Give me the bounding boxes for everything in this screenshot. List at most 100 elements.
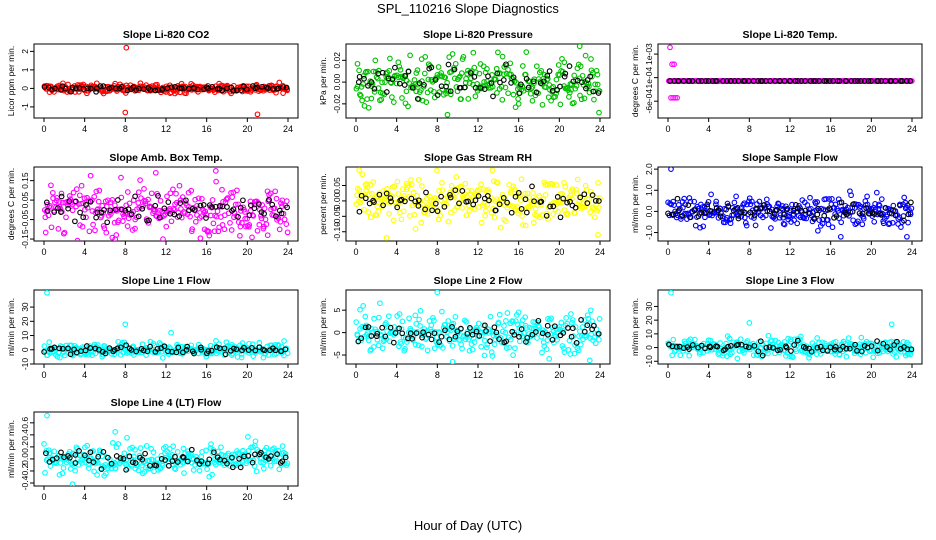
reference-point: [104, 219, 111, 226]
y-tick-label: 1.0: [644, 184, 654, 196]
data-point: [442, 74, 449, 81]
data-point: [228, 227, 235, 233]
reference-point: [843, 78, 850, 84]
reference-point: [229, 454, 235, 461]
reference-point: [221, 345, 228, 352]
reference-point: [173, 349, 180, 356]
data-point: [482, 212, 488, 219]
series-points: [665, 44, 915, 101]
data-point: [571, 350, 578, 357]
reference-point: [55, 205, 61, 211]
data-point: [357, 91, 363, 98]
y-tick-label: 1: [20, 67, 30, 72]
data-point: [553, 76, 560, 83]
reference-point: [58, 193, 65, 200]
data-point: [121, 450, 128, 457]
data-point: [512, 345, 518, 352]
data-point: [111, 219, 118, 226]
data-point: [358, 337, 365, 344]
reference-point: [213, 344, 220, 351]
reference-point: [122, 207, 129, 214]
reference-point: [743, 343, 749, 350]
data-point: [411, 77, 418, 83]
reference-point: [741, 209, 748, 216]
data-point: [422, 54, 429, 60]
data-point: [214, 208, 221, 215]
reference-point: [209, 204, 215, 210]
y-tick-label: 1e-04: [644, 66, 654, 88]
x-tick-label: 16: [202, 370, 212, 380]
data-point: [522, 314, 529, 321]
reference-point: [93, 214, 99, 221]
data-point: [481, 337, 488, 344]
data-point: [267, 190, 274, 197]
reference-point: [284, 204, 290, 211]
data-point: [180, 445, 187, 452]
data-point: [790, 354, 796, 360]
data-point: [390, 217, 397, 224]
reference-point: [438, 83, 445, 90]
reference-point: [113, 85, 119, 92]
reference-point: [251, 205, 258, 212]
data-point: [524, 190, 531, 197]
data-point: [439, 187, 446, 193]
data-point: [523, 49, 530, 55]
data-point: [362, 313, 369, 320]
data-point: [461, 317, 468, 324]
reference-point: [490, 93, 496, 100]
data-point: [538, 201, 544, 208]
reference-point: [208, 347, 215, 354]
reference-point: [405, 68, 412, 75]
data-point: [594, 81, 601, 88]
outlier-point: [837, 233, 844, 240]
outlier-point: [212, 168, 219, 174]
reference-point: [798, 78, 805, 84]
data-point: [908, 205, 915, 212]
reference-point: [698, 342, 705, 349]
series-points: [41, 168, 291, 241]
reference-point: [584, 77, 591, 83]
data-point: [791, 336, 798, 343]
data-point: [430, 201, 437, 208]
reference-point: [177, 200, 184, 206]
y-tick-label: -1.0: [644, 225, 654, 240]
data-point: [160, 236, 166, 241]
reference-point: [821, 78, 828, 84]
x-tick-label: 24: [907, 370, 917, 380]
data-point: [81, 195, 88, 202]
x-tick-label: 16: [514, 124, 524, 134]
reference-point: [826, 205, 833, 212]
data-point: [503, 345, 510, 351]
reference-point: [821, 212, 828, 219]
reference-point: [530, 78, 537, 85]
data-point: [83, 214, 89, 221]
data-point: [818, 205, 824, 212]
reference-point: [197, 344, 204, 351]
data-point: [45, 447, 52, 454]
data-point: [195, 195, 202, 202]
data-point: [731, 199, 738, 206]
reference-point: [240, 83, 247, 90]
data-point: [258, 459, 264, 466]
reference-point: [380, 202, 386, 209]
data-point: [527, 90, 534, 97]
data-point: [697, 349, 703, 356]
y-axis-label: ml/min per min.: [6, 298, 16, 356]
data-point: [871, 218, 878, 225]
data-point: [857, 203, 864, 210]
x-tick-label: 8: [123, 124, 128, 134]
data-point: [791, 217, 797, 224]
data-point: [232, 201, 239, 208]
reference-point: [408, 195, 415, 202]
data-point: [496, 311, 503, 318]
data-point: [756, 198, 763, 205]
data-point: [488, 349, 495, 355]
y-tick-label: 0.0: [20, 453, 30, 465]
data-point: [221, 226, 228, 233]
x-tick-label: 20: [554, 370, 564, 380]
data-point: [692, 222, 699, 229]
data-point: [741, 200, 748, 207]
data-point: [96, 187, 103, 194]
reference-point: [261, 210, 267, 217]
reference-point: [905, 211, 912, 218]
